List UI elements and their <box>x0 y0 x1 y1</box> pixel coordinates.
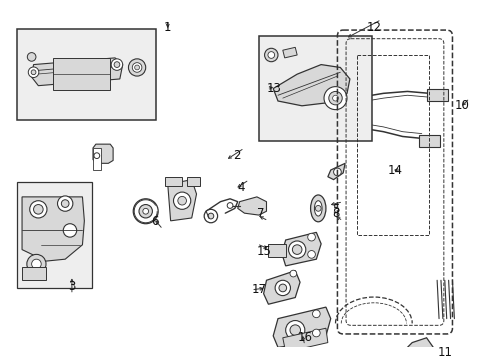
Circle shape <box>315 206 321 211</box>
Text: 5: 5 <box>331 203 339 216</box>
Circle shape <box>332 95 338 101</box>
Text: 11: 11 <box>436 346 451 359</box>
Circle shape <box>207 213 213 219</box>
Text: 2: 2 <box>233 149 240 162</box>
Bar <box>17 183 92 288</box>
Polygon shape <box>281 232 321 266</box>
Circle shape <box>289 270 296 277</box>
Polygon shape <box>22 197 84 261</box>
Circle shape <box>292 245 302 255</box>
Polygon shape <box>263 271 300 304</box>
Polygon shape <box>273 64 349 106</box>
Circle shape <box>27 255 46 274</box>
Circle shape <box>204 209 217 223</box>
Circle shape <box>173 192 190 209</box>
Text: 7: 7 <box>257 207 264 220</box>
Polygon shape <box>273 307 330 347</box>
Circle shape <box>307 233 315 241</box>
Circle shape <box>30 201 47 218</box>
Circle shape <box>31 70 36 75</box>
Bar <box>53 58 110 90</box>
Circle shape <box>178 197 186 205</box>
Bar <box>258 36 371 141</box>
Bar <box>356 55 428 235</box>
Circle shape <box>328 91 342 105</box>
Circle shape <box>34 204 43 214</box>
Circle shape <box>94 153 100 158</box>
Circle shape <box>32 259 41 269</box>
Circle shape <box>114 62 120 67</box>
Circle shape <box>28 67 39 77</box>
Circle shape <box>289 325 300 336</box>
Circle shape <box>278 284 286 292</box>
Circle shape <box>414 350 424 360</box>
Circle shape <box>264 48 278 62</box>
Polygon shape <box>93 144 113 163</box>
Text: 14: 14 <box>386 163 402 176</box>
Circle shape <box>27 53 36 61</box>
Circle shape <box>333 168 341 176</box>
Bar <box>22 267 46 280</box>
Circle shape <box>133 199 158 224</box>
Circle shape <box>58 196 73 211</box>
Bar <box>164 177 182 186</box>
Text: 8: 8 <box>331 207 339 220</box>
Polygon shape <box>327 163 345 180</box>
Circle shape <box>142 208 148 214</box>
Text: 12: 12 <box>366 21 381 34</box>
Polygon shape <box>282 47 297 58</box>
Text: 10: 10 <box>454 99 468 112</box>
Text: 9: 9 <box>486 113 488 126</box>
Circle shape <box>318 108 324 113</box>
Circle shape <box>132 63 142 72</box>
Circle shape <box>134 65 139 70</box>
Text: 3: 3 <box>68 280 76 293</box>
Circle shape <box>324 87 346 110</box>
Polygon shape <box>282 328 327 352</box>
Bar <box>418 135 439 147</box>
Circle shape <box>227 203 232 208</box>
Circle shape <box>312 329 320 337</box>
Bar <box>17 29 156 120</box>
Circle shape <box>275 280 290 296</box>
Polygon shape <box>237 197 266 215</box>
Circle shape <box>288 241 305 258</box>
Circle shape <box>139 204 152 218</box>
Circle shape <box>63 224 77 237</box>
Text: 6: 6 <box>151 215 159 228</box>
Polygon shape <box>167 180 196 221</box>
Polygon shape <box>93 148 101 170</box>
Text: 16: 16 <box>297 331 312 344</box>
Bar <box>268 244 285 257</box>
Bar <box>186 177 200 186</box>
Circle shape <box>307 251 315 258</box>
Text: 1: 1 <box>163 21 171 34</box>
Circle shape <box>128 59 145 76</box>
Circle shape <box>61 200 69 207</box>
Text: 4: 4 <box>237 181 245 194</box>
Text: 17: 17 <box>251 283 266 296</box>
Circle shape <box>285 320 304 340</box>
Text: 13: 13 <box>266 82 281 95</box>
Ellipse shape <box>310 195 325 222</box>
Circle shape <box>267 51 274 58</box>
Ellipse shape <box>314 201 322 216</box>
Circle shape <box>312 310 320 318</box>
Polygon shape <box>32 58 122 86</box>
Polygon shape <box>406 338 432 360</box>
Text: 15: 15 <box>257 245 271 258</box>
Circle shape <box>111 59 122 70</box>
Bar <box>426 89 447 101</box>
